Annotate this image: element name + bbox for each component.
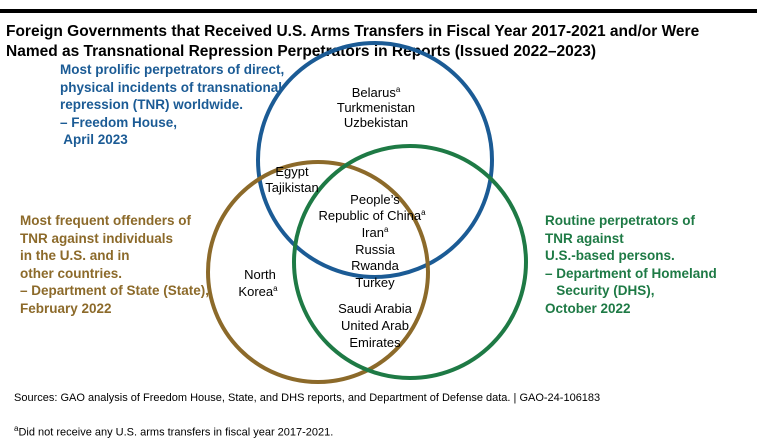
dhs-label-line-5: Security (DHS), (545, 283, 655, 298)
state-label-line-1: Most frequent offenders of (20, 213, 191, 228)
fh-label-line-3: repression (TNR) worldwide. (60, 97, 244, 112)
country-iran: Irana (362, 225, 389, 240)
country-china: Republic of Chinaa (318, 208, 426, 223)
dhs-label-line-4: – Department of Homeland (545, 265, 717, 281)
title-line-1: Foreign Governments that Received U.S. A… (6, 23, 700, 40)
state-label-line-2: TNR against individuals (20, 230, 174, 246)
dhs-label: Routine perpetrators of TNR against U.S.… (545, 212, 717, 317)
state-label: Most frequent offenders of TNR against i… (20, 212, 209, 317)
country-uzbekistan: Uzbekistan (344, 115, 408, 130)
footnote-marker: a (14, 424, 19, 433)
state-label-line-3: in the U.S. and in (20, 248, 130, 263)
dhs-circle (292, 144, 528, 380)
country-turkmenistan: Turkmenistan (337, 100, 415, 115)
figure-title: Foreign Governments that Received U.S. A… (6, 22, 756, 62)
freedom-house-label: Most prolific perpetrators of direct, ph… (60, 61, 284, 149)
state-label-line-5: – Department of State (State), (20, 283, 210, 298)
country-north-korea: Koreaa (238, 284, 278, 299)
fh-label-line-4: – Freedom House, (60, 114, 178, 130)
country-egypt: Egypt (275, 164, 309, 179)
country-china-line-1: People’s (350, 192, 400, 207)
country-rwanda: Rwanda (351, 258, 399, 273)
footnote-text: Did not receive any U.S. arms transfers … (18, 426, 334, 439)
country-saudi-arabia: Saudi Arabia (338, 301, 412, 316)
country-north-korea-line-1: North (244, 267, 276, 282)
footnote: aDid not receive any U.S. arms transfers… (14, 424, 333, 439)
freedom-house-circle (256, 41, 494, 279)
country-belarus: Belarusa (352, 85, 401, 100)
state-label-line-4: other countries. (20, 265, 123, 281)
dhs-label-line-3: U.S.-based persons. (545, 248, 675, 263)
top-rule (0, 9, 757, 13)
country-russia: Russia (355, 242, 396, 257)
country-turkey: Turkey (355, 275, 395, 290)
country-tajikistan: Tajikistan (265, 180, 318, 195)
dhs-label-line-2: TNR against (545, 230, 624, 246)
state-label-line-6: February 2022 (20, 300, 112, 316)
country-uae-line-1: United Arab (341, 318, 409, 333)
title-line-2: Named as Transnational Repression Perpet… (6, 43, 597, 60)
dhs-label-line-6: October 2022 (545, 300, 631, 316)
dhs-label-line-1: Routine perpetrators of (545, 213, 696, 228)
fh-label-line-5: April 2023 (60, 132, 128, 147)
state-circle (206, 160, 430, 384)
sources-note: Sources: GAO analysis of Freedom House, … (14, 392, 601, 404)
fh-label-line-2: physical incidents of transnational (60, 79, 283, 95)
country-uae-line-2: Emirates (349, 335, 401, 350)
fh-label-line-1: Most prolific perpetrators of direct, (60, 62, 285, 77)
